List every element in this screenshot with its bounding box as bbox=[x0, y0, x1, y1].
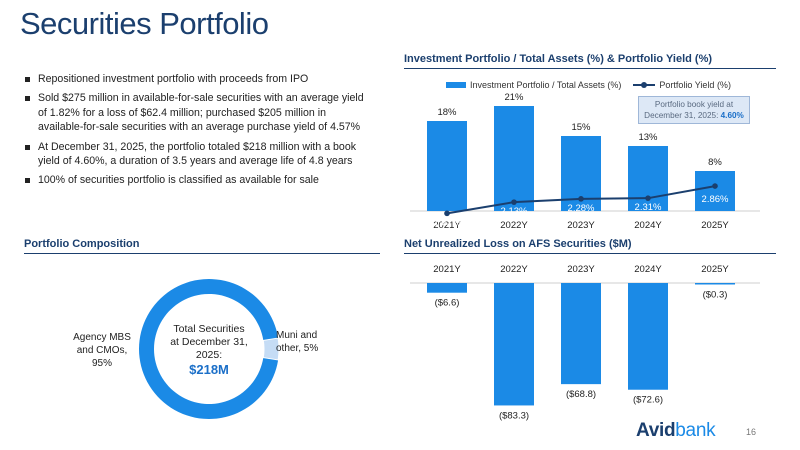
chart2-bar bbox=[695, 283, 735, 285]
callout-text: Portfolio book yield at December 31, 202… bbox=[644, 100, 734, 120]
chart2-tick-label: 2024Y bbox=[634, 264, 662, 275]
chart1-bar bbox=[494, 106, 534, 211]
bullet-list: Repositioned investment portfolio with p… bbox=[24, 72, 369, 193]
chart2-bar bbox=[494, 283, 534, 406]
chart1-yield-point bbox=[578, 196, 584, 202]
chart1-yield-label: 2.28% bbox=[568, 203, 595, 214]
chart2-bar bbox=[427, 283, 467, 293]
chart1-bar-label: 15% bbox=[571, 122, 591, 133]
chart1-bar-label: 8% bbox=[708, 157, 722, 168]
chart1-callout: Portfolio book yield at December 31, 202… bbox=[638, 96, 750, 124]
chart1-bar bbox=[695, 171, 735, 211]
chart1-yield-label: 2.13% bbox=[501, 206, 528, 217]
chart2-tick-label: 2022Y bbox=[500, 264, 528, 275]
chart1-yield-point bbox=[712, 183, 718, 189]
legend-bar-label: Investment Portfolio / Total Assets (%) bbox=[470, 80, 622, 90]
chart1-yield-point bbox=[645, 195, 651, 201]
chart1-tick-label: 2021Y bbox=[433, 220, 461, 231]
avidbank-logo: Avidbank bbox=[636, 420, 716, 442]
bullet-item: Sold $275 million in available-for-sale … bbox=[24, 91, 369, 134]
chart1-bar bbox=[427, 121, 467, 211]
donut-center: Total Securities at December 31, 2025: $… bbox=[138, 278, 280, 420]
composition-divider bbox=[24, 253, 380, 254]
bullet-item: At December 31, 2025, the portfolio tota… bbox=[24, 140, 369, 169]
chart2-bar-label: ($6.6) bbox=[435, 298, 460, 309]
donut-svg bbox=[139, 279, 280, 419]
composition-donut: Total Securities at December 31, 2025: $… bbox=[138, 278, 280, 420]
chart1-bar-label: 21% bbox=[504, 92, 524, 103]
bullet-item: 100% of securities portfolio is classifi… bbox=[24, 173, 369, 187]
page-title: Securities Portfolio bbox=[20, 6, 269, 41]
donut-center-value: $218M bbox=[189, 361, 229, 377]
chart1-tick-label: 2022Y bbox=[500, 220, 528, 231]
chart2-tick-label: 2021Y bbox=[433, 264, 461, 275]
chart1-tick-label: 2024Y bbox=[634, 220, 662, 231]
donut-label-muni: Muni and other, 5% bbox=[276, 330, 319, 354]
chart1-bar-label: 18% bbox=[437, 107, 457, 118]
chart2-bar-label: ($68.8) bbox=[566, 389, 596, 400]
chart2-divider bbox=[404, 253, 776, 254]
chart2-bar-label: ($83.3) bbox=[499, 410, 529, 421]
legend-bar-swatch bbox=[446, 82, 466, 88]
donut-segment-muni bbox=[262, 337, 280, 361]
logo-part-avid: Avid bbox=[636, 420, 676, 441]
callout-value: 4.60% bbox=[720, 111, 744, 120]
chart1-yield-label: 1.62% bbox=[434, 217, 461, 228]
legend-line-label: Portfolio Yield (%) bbox=[659, 80, 731, 90]
legend-line-swatch bbox=[633, 82, 656, 88]
bullet-item: Repositioned investment portfolio with p… bbox=[24, 72, 369, 86]
logo-part-bank: bank bbox=[675, 420, 716, 441]
chart2-bar bbox=[628, 283, 668, 390]
chart2-bar-label: ($0.3) bbox=[703, 290, 728, 301]
page-number: 16 bbox=[746, 427, 757, 437]
chart1-yield-label: 2.86% bbox=[702, 194, 729, 205]
composition-title: Portfolio Composition bbox=[24, 238, 140, 250]
donut-label-agency: Agency MBS and CMOs, 95% bbox=[73, 332, 131, 369]
chart1-title: Investment Portfolio / Total Assets (%) … bbox=[404, 53, 713, 65]
chart1-yield-point bbox=[444, 210, 450, 217]
chart1-tick-label: 2023Y bbox=[567, 220, 595, 231]
chart2-title: Net Unrealized Loss on AFS Securities ($… bbox=[404, 238, 632, 250]
chart2-bar bbox=[561, 283, 601, 385]
chart1-legend: Investment Portfolio / Total Assets (%) … bbox=[446, 80, 731, 90]
chart1-yield-label: 2.31% bbox=[635, 202, 662, 213]
chart1-yield-point bbox=[511, 199, 517, 205]
chart2-bar-label: ($72.6) bbox=[633, 395, 663, 406]
donut-center-text: Total Securities at December 31, 2025: bbox=[170, 322, 248, 361]
chart1-divider bbox=[404, 68, 776, 69]
chart2-tick-label: 2023Y bbox=[567, 264, 595, 275]
chart1-bar-label: 13% bbox=[638, 132, 658, 143]
chart2-tick-label: 2025Y bbox=[701, 264, 729, 275]
chart1-tick-label: 2025Y bbox=[701, 220, 729, 231]
